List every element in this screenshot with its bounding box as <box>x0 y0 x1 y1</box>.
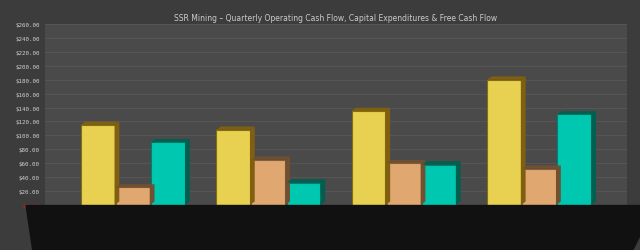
Polygon shape <box>456 162 461 205</box>
Polygon shape <box>151 140 189 143</box>
Bar <box>81 126 115 205</box>
Polygon shape <box>487 77 525 80</box>
Polygon shape <box>422 162 461 165</box>
Polygon shape <box>321 180 325 205</box>
Polygon shape <box>250 127 255 205</box>
Bar <box>287 183 321 205</box>
Polygon shape <box>557 112 596 115</box>
Polygon shape <box>26 205 640 250</box>
Bar <box>252 160 285 205</box>
Bar <box>351 112 385 205</box>
Title: SSR Mining – Quarterly Operating Cash Flow, Capital Expenditures & Free Cash Flo: SSR Mining – Quarterly Operating Cash Fl… <box>175 14 497 23</box>
Polygon shape <box>385 108 390 205</box>
Polygon shape <box>216 127 255 130</box>
Bar <box>522 169 556 205</box>
Polygon shape <box>351 108 390 112</box>
Bar <box>151 143 185 205</box>
Polygon shape <box>185 140 189 205</box>
Polygon shape <box>287 180 325 183</box>
Bar <box>216 130 250 205</box>
Polygon shape <box>522 166 561 169</box>
Polygon shape <box>521 77 525 205</box>
Polygon shape <box>150 184 154 205</box>
Polygon shape <box>116 184 154 188</box>
Polygon shape <box>252 157 290 160</box>
Polygon shape <box>556 166 561 205</box>
Polygon shape <box>115 122 119 205</box>
Bar <box>422 165 456 205</box>
Polygon shape <box>387 160 426 164</box>
Polygon shape <box>420 160 426 205</box>
Polygon shape <box>285 157 290 205</box>
Bar <box>116 188 150 205</box>
Polygon shape <box>591 112 596 205</box>
Bar <box>557 115 591 205</box>
Bar <box>487 80 521 205</box>
Bar <box>387 164 420 205</box>
Polygon shape <box>81 122 119 126</box>
